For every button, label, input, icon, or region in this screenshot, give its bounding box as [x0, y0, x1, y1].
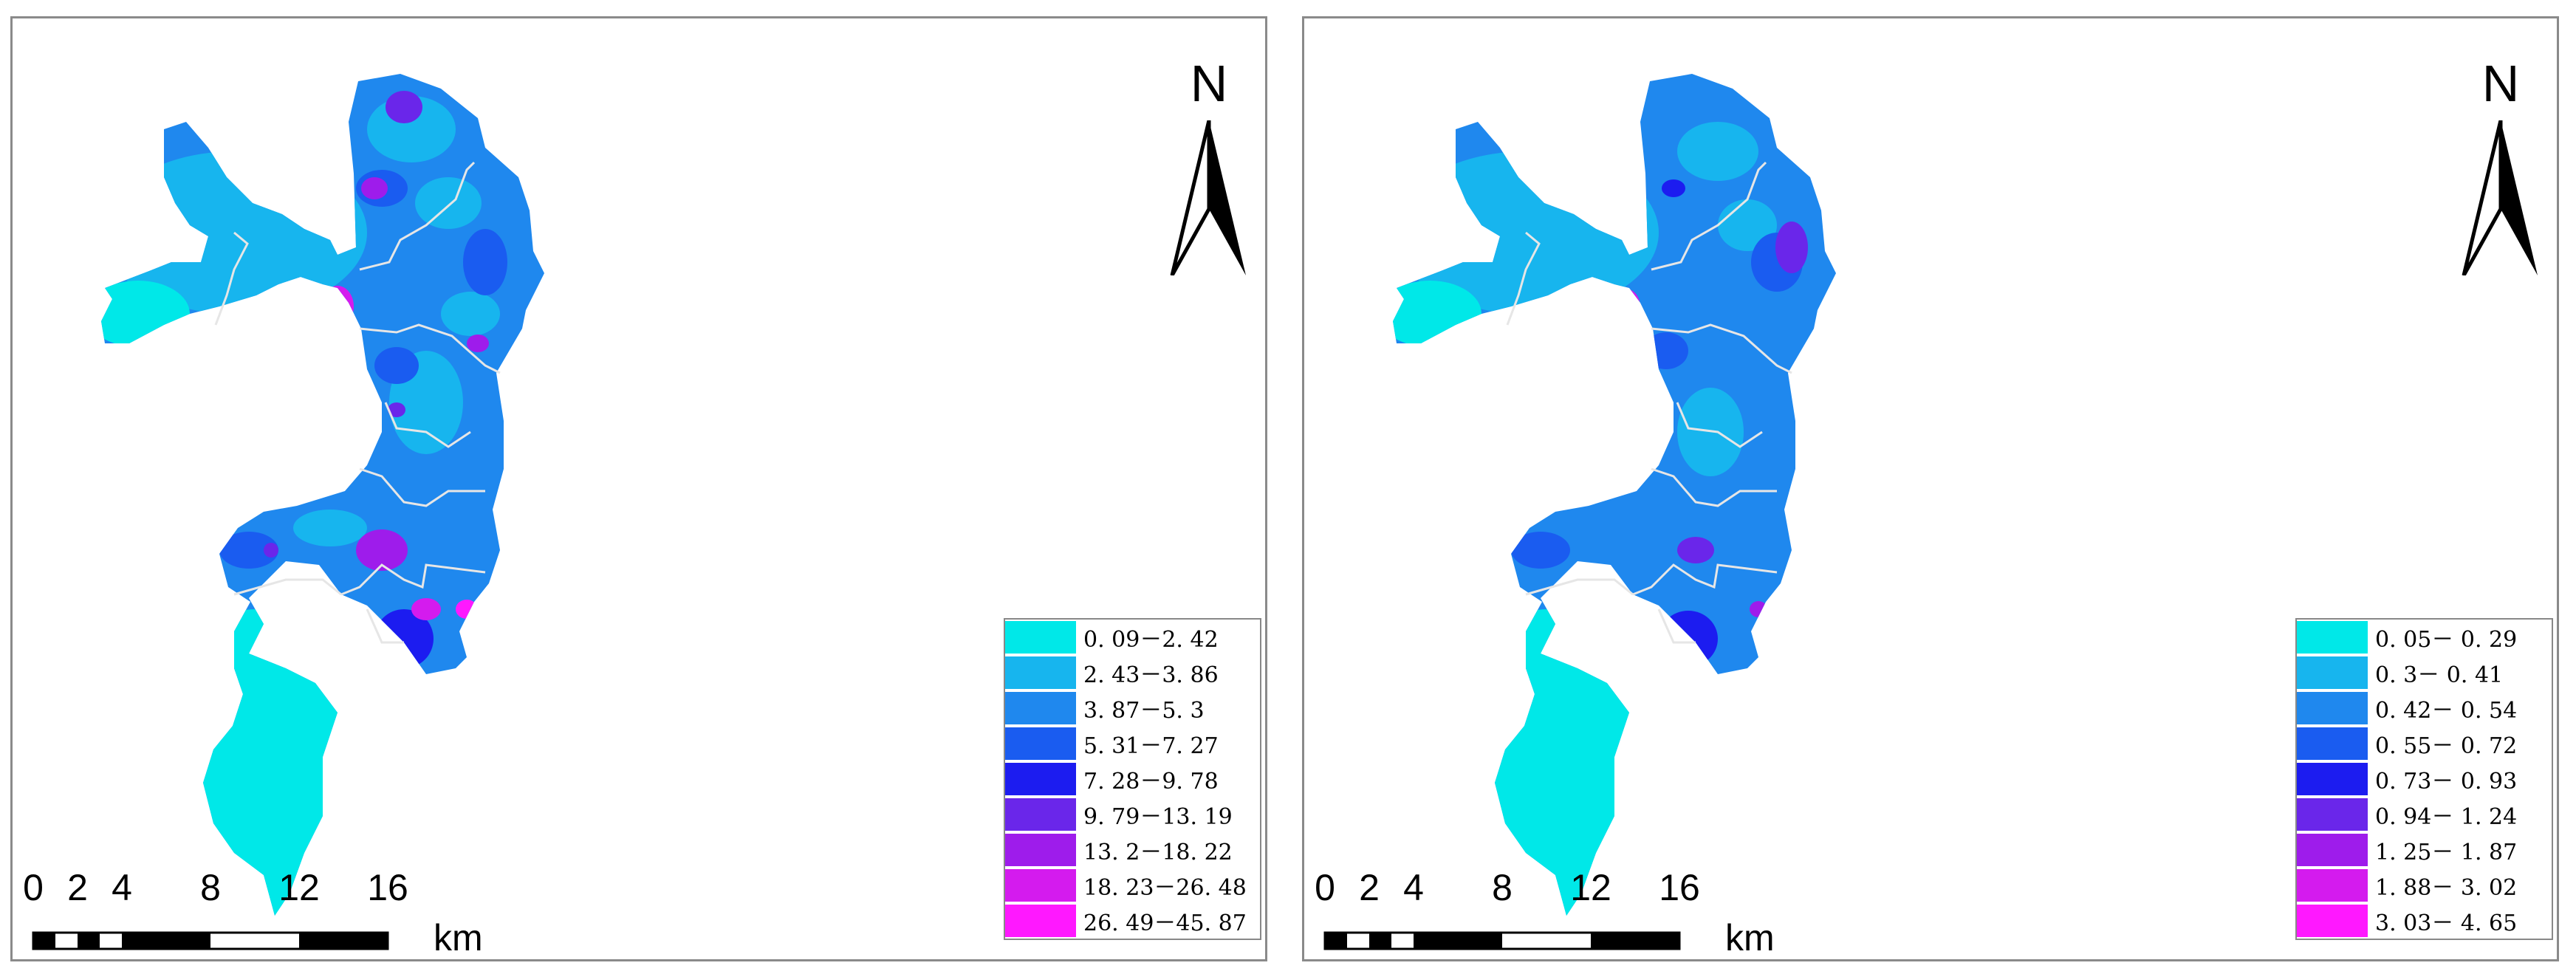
legend-item: 1. 88－ 3. 02	[2297, 868, 2552, 903]
scale-tick-label: 12	[278, 867, 320, 908]
legend-label: 3. 03－ 4. 65	[2375, 910, 2518, 936]
legend-item: 3. 03－ 4. 65	[2297, 903, 2552, 939]
legend-swatch	[2297, 834, 2368, 866]
legend-swatch	[2297, 905, 2368, 937]
scale-unit: km	[434, 917, 483, 958]
legend-label: 26. 49－45. 87	[1083, 910, 1247, 936]
north-arrow-icon	[1170, 120, 1246, 275]
scale-bar: 0 2 4 8 12 16 km	[1315, 866, 1835, 958]
legend-item: 1. 25－ 1. 87	[2297, 832, 2552, 868]
choropleth-map-right	[1393, 74, 1836, 916]
legend-label: 1. 88－ 3. 02	[2375, 875, 2518, 901]
scale-bar-graphic	[1323, 931, 1681, 950]
north-arrow: N	[1165, 54, 1253, 275]
legend: 0. 09－2. 42 2. 43－3. 86 3. 87－5. 3 5. 31…	[1004, 618, 1261, 940]
legend-label: 0. 42－ 0. 54	[2375, 698, 2518, 724]
north-label: N	[2481, 55, 2520, 112]
legend-item: 0. 3－ 0. 41	[2297, 655, 2552, 690]
legend-swatch	[1005, 763, 1076, 795]
legend-item: 0. 73－ 0. 93	[2297, 761, 2552, 797]
legend-swatch	[1005, 621, 1076, 654]
legend-item: 2. 43－3. 86	[1005, 655, 1260, 690]
north-arrow: N	[2456, 54, 2545, 275]
legend-label: 5. 31－7. 27	[1083, 733, 1219, 759]
scale-tick-label: 0	[23, 867, 44, 908]
scale-tick-label: 4	[112, 867, 132, 908]
scale-bar-graphic	[32, 931, 389, 950]
choropleth-map-left	[101, 74, 544, 916]
legend-swatch	[1005, 798, 1076, 831]
scale-tick-label: 4	[1403, 867, 1424, 908]
legend-swatch	[2297, 656, 2368, 689]
map-panel-right: N 0. 05－ 0. 29 0. 3－ 0. 41 0. 42－ 0. 54 …	[1302, 16, 2559, 961]
scale-tick-label: 8	[200, 867, 221, 908]
legend-swatch	[2297, 621, 2368, 654]
legend-swatch	[2297, 869, 2368, 902]
legend-swatch	[1005, 692, 1076, 724]
legend-item: 13. 2－18. 22	[1005, 832, 1260, 868]
district-boundaries	[214, 161, 501, 644]
district-boundaries	[1506, 161, 1792, 644]
legend-swatch	[2297, 727, 2368, 760]
scale-unit: km	[1725, 917, 1775, 958]
legend-swatch	[1005, 656, 1076, 689]
legend-label: 0. 05－ 0. 29	[2375, 627, 2518, 653]
scale-tick-label: 16	[1659, 867, 1700, 908]
legend-label: 3. 87－5. 3	[1083, 698, 1205, 724]
legend-item: 0. 55－ 0. 72	[2297, 726, 2552, 761]
legend-label: 0. 55－ 0. 72	[2375, 733, 2518, 759]
scale-tick-label: 16	[367, 867, 408, 908]
north-arrow-icon	[2462, 120, 2538, 275]
scale-bar: 0 2 4 8 12 16 km	[23, 866, 543, 958]
legend-swatch	[1005, 869, 1076, 902]
scale-tick-label: 2	[67, 867, 88, 908]
legend-label: 0. 94－ 1. 24	[2375, 804, 2518, 830]
legend-item: 18. 23－26. 48	[1005, 868, 1260, 903]
legend-swatch	[1005, 834, 1076, 866]
legend-item: 0. 09－2. 42	[1005, 620, 1260, 655]
scale-tick-label: 8	[1492, 867, 1513, 908]
legend-swatch	[1005, 905, 1076, 937]
legend-item: 26. 49－45. 87	[1005, 903, 1260, 939]
legend-label: 0. 09－2. 42	[1083, 627, 1219, 653]
scale-tick-label: 2	[1359, 867, 1380, 908]
legend-swatch	[2297, 763, 2368, 795]
legend-label: 7. 28－9. 78	[1083, 769, 1219, 795]
map-panel-left: N 0. 09－2. 42 2. 43－3. 86 3. 87－5. 3 5. …	[10, 16, 1267, 961]
legend-item: 3. 87－5. 3	[1005, 690, 1260, 726]
legend-label: 18. 23－26. 48	[1083, 875, 1247, 901]
legend-item: 9. 79－13. 19	[1005, 797, 1260, 832]
legend-label: 2. 43－3. 86	[1083, 662, 1219, 688]
legend-item: 7. 28－9. 78	[1005, 761, 1260, 797]
legend-label: 9. 79－13. 19	[1083, 804, 1233, 830]
scale-tick-label: 12	[1570, 867, 1611, 908]
legend-item: 0. 42－ 0. 54	[2297, 690, 2552, 726]
legend-item: 0. 94－ 1. 24	[2297, 797, 2552, 832]
legend-label: 0. 3－ 0. 41	[2375, 662, 2504, 688]
scale-tick-label: 0	[1315, 867, 1335, 908]
north-label: N	[1190, 55, 1228, 112]
legend-swatch	[2297, 798, 2368, 831]
legend-swatch	[1005, 727, 1076, 760]
legend-item: 5. 31－7. 27	[1005, 726, 1260, 761]
legend-swatch	[2297, 692, 2368, 724]
legend-label: 0. 73－ 0. 93	[2375, 769, 2518, 795]
legend: 0. 05－ 0. 29 0. 3－ 0. 41 0. 42－ 0. 54 0.…	[2295, 618, 2553, 940]
legend-label: 1. 25－ 1. 87	[2375, 840, 2518, 865]
legend-label: 13. 2－18. 22	[1083, 840, 1233, 865]
legend-item: 0. 05－ 0. 29	[2297, 620, 2552, 655]
